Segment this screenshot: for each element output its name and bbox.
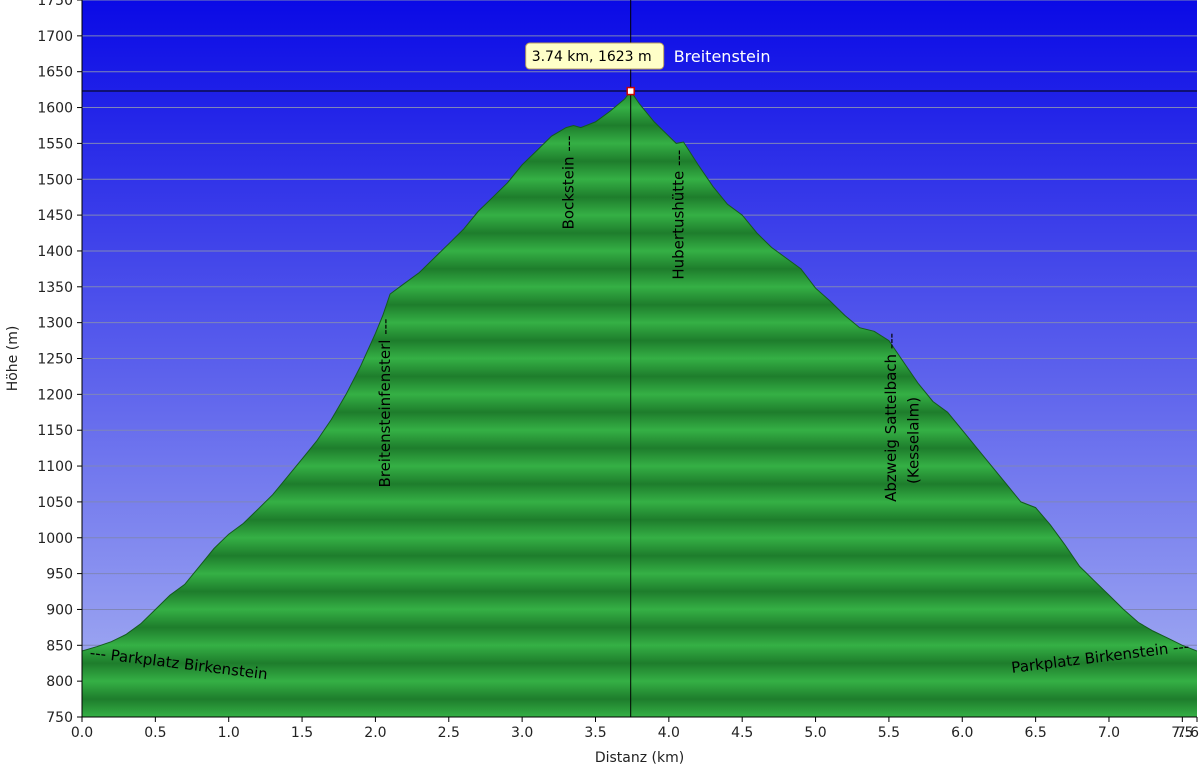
y-axis-title: Höhe (m) xyxy=(5,326,21,392)
x-axis-title: Distanz (km) xyxy=(595,750,684,766)
x-tick-label: 6.5 xyxy=(1024,725,1046,741)
y-tick-label: 1600 xyxy=(37,101,73,117)
y-tick-label: 1500 xyxy=(37,172,73,188)
x-tick-label: 0.5 xyxy=(144,725,166,741)
waypoint-annotation: Breitensteinfensterl --- xyxy=(376,319,394,488)
x-tick-label: 6.0 xyxy=(951,725,973,741)
y-tick-label: 1350 xyxy=(37,280,73,296)
waypoint-annotation: Hubertushütte --- xyxy=(670,150,688,280)
x-tick-label: 1.5 xyxy=(291,725,313,741)
y-tick-label: 1550 xyxy=(37,136,73,152)
x-tick-label: 4.0 xyxy=(658,725,680,741)
y-tick-label: 1450 xyxy=(37,208,73,224)
x-tick-label: 7.5 xyxy=(1171,725,1193,741)
axes: 750 800 850 900 950 1000 1050 1100 1150 1200 1250 1… xyxy=(37,0,1199,741)
cursor-callout: 3.74 km, 1623 m xyxy=(525,42,665,70)
x-tick-label: 2.0 xyxy=(364,725,386,741)
x-tick-label: 1.0 xyxy=(218,725,240,741)
x-tick-label: 3.0 xyxy=(511,725,533,741)
y-tick-label: 950 xyxy=(46,567,73,583)
callout-box xyxy=(525,42,665,70)
x-tick-label: 4.5 xyxy=(731,725,753,741)
y-tick-label: 1750 xyxy=(37,0,73,9)
x-tick-label: 5.0 xyxy=(804,725,826,741)
x-tick-label: 7.0 xyxy=(1098,725,1120,741)
y-tick-label: 900 xyxy=(46,602,73,618)
y-tick-label: 1200 xyxy=(37,387,73,403)
y-tick-label: 1050 xyxy=(37,495,73,511)
peak-label: Breitenstein xyxy=(674,47,771,66)
x-tick-label: 3.5 xyxy=(584,725,606,741)
y-tick-label: 1700 xyxy=(37,29,73,45)
y-tick-label: 1650 xyxy=(37,65,73,81)
x-tick-label: 7.6 xyxy=(1177,725,1199,741)
y-tick-label: 750 xyxy=(46,710,73,726)
waypoint-annotation: Abzweig Sattelbach --- xyxy=(882,333,900,502)
x-tick-label: 2.5 xyxy=(438,725,460,741)
callout-text: 3.74 km, 1623 m xyxy=(532,49,652,65)
y-tick-label: 1250 xyxy=(37,352,73,368)
y-tick-label: 1000 xyxy=(37,531,73,547)
y-tick-label: 1400 xyxy=(37,244,73,260)
x-tick-label: 5.5 xyxy=(878,725,900,741)
y-tick-label: 1300 xyxy=(37,316,73,332)
waypoint-annotation: (Kesselalm) xyxy=(904,397,922,484)
waypoint-annotation: Bockstein --- xyxy=(559,135,577,229)
elevation-area xyxy=(82,91,1197,717)
y-tick-label: 1100 xyxy=(37,459,73,475)
y-tick-label: 800 xyxy=(46,674,73,690)
x-tick-label: 0.0 xyxy=(71,725,93,741)
y-tick-label: 1150 xyxy=(37,423,73,439)
y-tick-label: 850 xyxy=(46,638,73,654)
cursor-marker[interactable] xyxy=(626,86,635,96)
